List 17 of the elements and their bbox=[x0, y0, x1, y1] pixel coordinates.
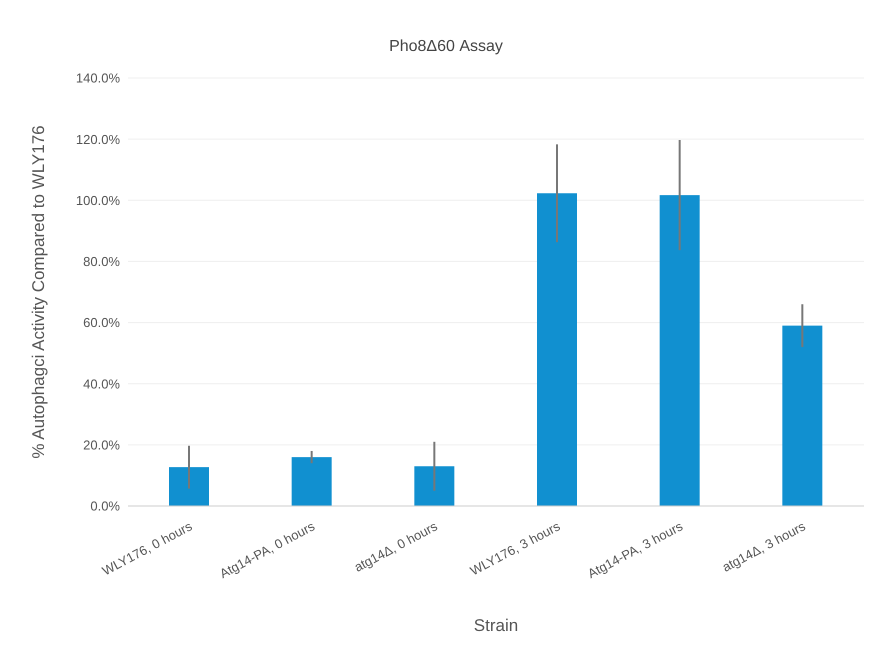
bar bbox=[782, 326, 822, 506]
y-axis-title: % Autophagci Activity Compared to WLY176 bbox=[29, 125, 48, 459]
y-tick-label: 20.0% bbox=[83, 437, 120, 452]
bar bbox=[414, 466, 454, 506]
y-tick-label: 120.0% bbox=[76, 132, 120, 147]
x-axis-title: Strain bbox=[474, 616, 518, 635]
bar bbox=[292, 457, 332, 506]
y-tick-label: 0.0% bbox=[90, 498, 120, 514]
y-tick-label: 140.0% bbox=[76, 70, 120, 86]
chart-title: Pho8Δ60 Assay bbox=[388, 38, 504, 56]
y-tick-label: 80.0% bbox=[83, 254, 120, 270]
bar bbox=[537, 193, 577, 506]
y-tick-label: 100.0% bbox=[76, 192, 120, 208]
y-tick-label: 40.0% bbox=[83, 376, 120, 392]
bar bbox=[169, 467, 209, 506]
bar bbox=[660, 195, 700, 506]
y-tick-label: 60.0% bbox=[83, 315, 120, 330]
